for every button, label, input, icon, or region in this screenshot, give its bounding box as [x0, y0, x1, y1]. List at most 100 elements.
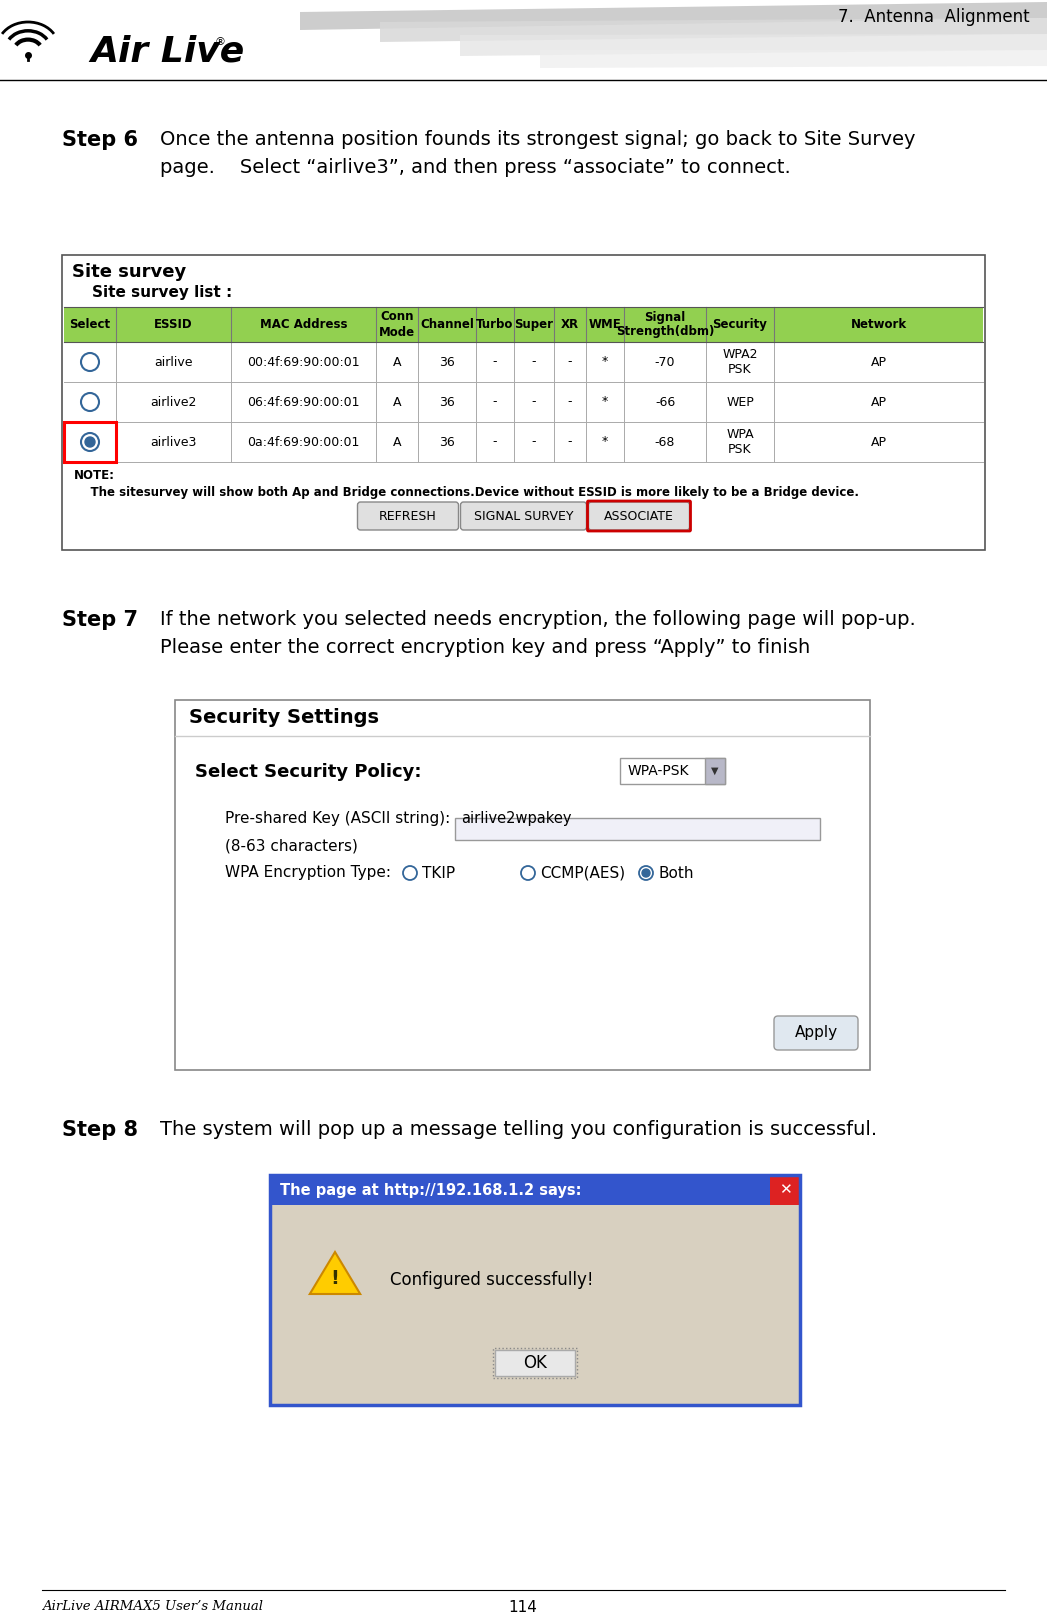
Polygon shape [460, 34, 1047, 57]
Text: ▼: ▼ [711, 767, 718, 776]
Text: *: * [602, 396, 608, 408]
Circle shape [85, 438, 95, 447]
Text: airlive2wpakey: airlive2wpakey [461, 810, 572, 825]
Bar [64, 421, 983, 462]
Text: Pre-shared Key (ASCII string):: Pre-shared Key (ASCII string): [225, 810, 450, 825]
Text: -66: -66 [654, 396, 675, 408]
Text: 36: 36 [439, 396, 454, 408]
Text: 7.  Antenna  Alignment: 7. Antenna Alignment [839, 8, 1030, 26]
Text: SIGNAL SURVEY: SIGNAL SURVEY [473, 509, 574, 522]
Text: Step 6: Step 6 [62, 130, 138, 151]
Text: 0a:4f:69:90:00:01: 0a:4f:69:90:00:01 [247, 436, 360, 449]
Circle shape [642, 869, 650, 877]
Text: MAC Address: MAC Address [260, 318, 348, 331]
Bar [270, 1204, 800, 1405]
Text: *: * [602, 436, 608, 449]
Polygon shape [540, 50, 1047, 68]
Text: AP: AP [871, 355, 887, 368]
Bar [64, 421, 116, 462]
Text: -: - [493, 396, 497, 408]
Bar [455, 819, 820, 840]
Text: Turbo: Turbo [476, 318, 514, 331]
Text: A: A [393, 396, 401, 408]
Text: -: - [532, 355, 536, 368]
Bar [495, 1350, 575, 1376]
Bar [64, 383, 983, 421]
Text: -: - [567, 436, 573, 449]
Text: 36: 36 [439, 355, 454, 368]
Bar [64, 306, 983, 342]
Text: -68: -68 [654, 436, 675, 449]
Text: ESSID: ESSID [154, 318, 193, 331]
Polygon shape [300, 2, 1047, 31]
Text: 00:4f:69:90:00:01: 00:4f:69:90:00:01 [247, 355, 360, 368]
Text: The page at http://192.168.1.2 says:: The page at http://192.168.1.2 says: [280, 1182, 581, 1198]
Text: Step 7: Step 7 [62, 609, 138, 631]
Text: -: - [493, 355, 497, 368]
Text: ✕: ✕ [779, 1182, 792, 1198]
Text: Site survey: Site survey [72, 263, 186, 280]
Text: Apply: Apply [795, 1026, 838, 1041]
FancyBboxPatch shape [588, 503, 690, 530]
Bar [64, 342, 983, 383]
Text: Signal
Strength(dbm): Signal Strength(dbm) [616, 311, 714, 339]
Text: If the network you selected needs encryption, the following page will pop-up.
Pl: If the network you selected needs encryp… [160, 609, 916, 657]
FancyBboxPatch shape [357, 503, 459, 530]
Text: Select: Select [69, 318, 111, 331]
Text: NOTE:
    The sitesurvey will show both Ap and Bridge connections.Device without: NOTE: The sitesurvey will show both Ap a… [74, 468, 859, 499]
Text: Network: Network [851, 318, 907, 331]
Bar [620, 759, 725, 785]
Text: Air Live: Air Live [90, 34, 244, 68]
Bar [270, 1175, 800, 1204]
Text: airlive: airlive [154, 355, 193, 368]
Text: AP: AP [871, 396, 887, 408]
Text: 06:4f:69:90:00:01: 06:4f:69:90:00:01 [247, 396, 360, 408]
Text: -: - [567, 396, 573, 408]
Text: Super: Super [514, 318, 554, 331]
Text: A: A [393, 355, 401, 368]
Text: Both: Both [658, 866, 693, 880]
Text: WPA-PSK: WPA-PSK [628, 763, 690, 778]
Text: WEP: WEP [727, 396, 754, 408]
Text: REFRESH: REFRESH [379, 509, 437, 522]
Text: Security: Security [713, 318, 767, 331]
Text: TKIP: TKIP [422, 866, 455, 880]
Bar [62, 254, 985, 550]
Bar [493, 1349, 577, 1378]
Text: *: * [602, 355, 608, 368]
Text: !: ! [331, 1269, 339, 1287]
Text: WME: WME [588, 318, 621, 331]
Text: Once the antenna position founds its strongest signal; go back to Site Survey
pa: Once the antenna position founds its str… [160, 130, 915, 177]
Bar [705, 759, 725, 785]
Text: WPA Encryption Type:: WPA Encryption Type: [225, 866, 391, 880]
Polygon shape [310, 1251, 360, 1294]
Text: A: A [393, 436, 401, 449]
Text: Site survey list :: Site survey list : [92, 285, 232, 300]
Text: AirLive AIRMAX5 User’s Manual: AirLive AIRMAX5 User’s Manual [42, 1600, 263, 1613]
Text: -: - [567, 355, 573, 368]
Text: airlive3: airlive3 [151, 436, 197, 449]
Text: airlive2: airlive2 [151, 396, 197, 408]
Text: The system will pop up a message telling you configuration is successful.: The system will pop up a message telling… [160, 1120, 877, 1140]
Text: -70: -70 [654, 355, 675, 368]
FancyBboxPatch shape [461, 503, 586, 530]
Text: WPA2
PSK: WPA2 PSK [722, 349, 758, 376]
Text: Configured successfully!: Configured successfully! [389, 1271, 594, 1289]
Text: 36: 36 [439, 436, 454, 449]
Text: CCMP(AES): CCMP(AES) [540, 866, 625, 880]
Text: -: - [532, 396, 536, 408]
Text: -: - [493, 436, 497, 449]
Text: Select Security Policy:: Select Security Policy: [195, 763, 422, 781]
Text: Conn
Mode: Conn Mode [379, 311, 415, 339]
Text: ASSOCIATE: ASSOCIATE [604, 509, 674, 522]
Text: (8-63 characters): (8-63 characters) [225, 838, 358, 854]
Text: XR: XR [561, 318, 579, 331]
Text: ®: ® [215, 37, 226, 47]
Text: Channel: Channel [420, 318, 474, 331]
Text: WPA
PSK: WPA PSK [727, 428, 754, 456]
Text: -: - [532, 436, 536, 449]
Text: Security Settings: Security Settings [190, 708, 379, 726]
Polygon shape [380, 18, 1047, 42]
Text: Step 8: Step 8 [62, 1120, 138, 1140]
Bar [770, 1175, 800, 1204]
